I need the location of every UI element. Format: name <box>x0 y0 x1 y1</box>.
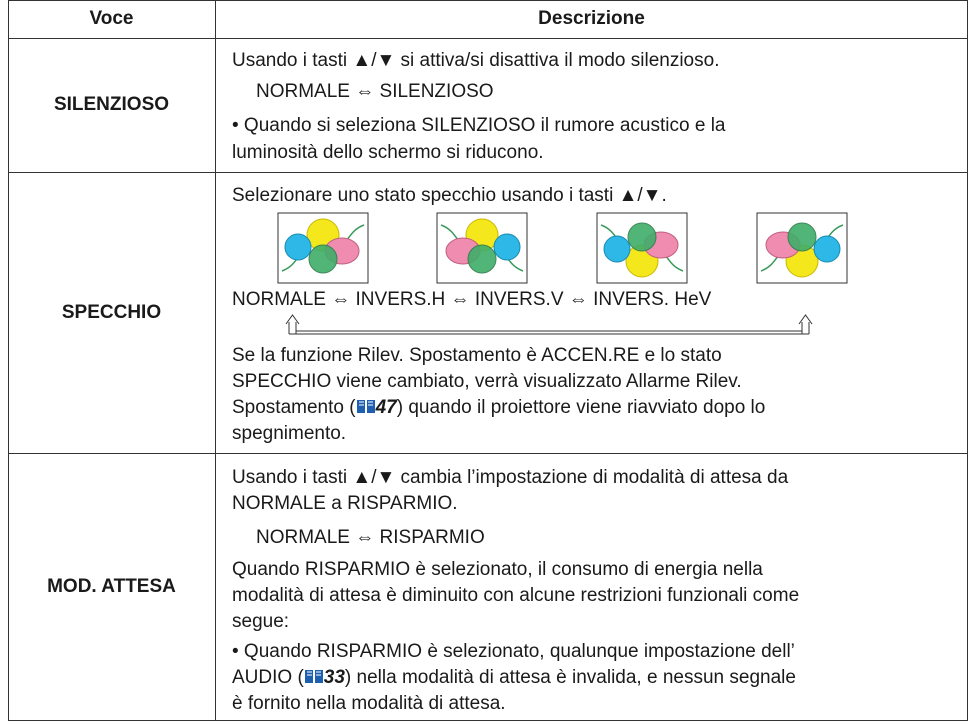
description-line: NORMALE a RISPARMIO. <box>232 493 458 514</box>
description-line: Selezionare uno stato specchio usando i … <box>232 185 667 206</box>
page-ref: 33 <box>323 667 345 688</box>
description-line: Usando i tasti ▲/▼ si attiva/si disattiv… <box>232 50 720 71</box>
description-line: Quando RISPARMIO è selezionato, il consu… <box>232 559 763 580</box>
description-line: NORMALE ⇔ RISPARMIO <box>256 527 485 548</box>
description-line: segue: <box>232 611 290 632</box>
item-label: SILENZIOSO <box>53 94 170 115</box>
book-icon <box>304 670 323 683</box>
mirror-images <box>277 212 848 284</box>
description-line: NORMALE ⇔ INVERS.H ⇔ INVERS.V ⇔ INVERS. … <box>232 289 712 310</box>
description-line: è fornito nella modalità di attesa. <box>232 693 506 714</box>
description-line: luminosità dello schermo si riducono. <box>232 142 544 163</box>
book-icon <box>356 400 375 413</box>
item-label: MOD. ATTESA <box>47 575 176 597</box>
text: AUDIO ( <box>232 667 304 688</box>
return-arrow <box>285 314 813 335</box>
page-ref: 47 <box>375 397 397 418</box>
description-line: Spostamento ( 47) quando il proiettore vi… <box>232 397 765 419</box>
description-line: AUDIO ( 33) nella modalità di attesa è in… <box>232 667 796 689</box>
description-line: SPECCHIO viene cambiato, verrà visualizz… <box>232 371 742 392</box>
text: ) nella modalità di attesa è invalida, e… <box>344 667 796 688</box>
description-line: Usando i tasti ▲/▼ cambia l’impostazione… <box>232 467 789 488</box>
description-line: • Quando RISPARMIO è selezionato, qualun… <box>232 641 795 662</box>
description-line: NORMALE ⇔ SILENZIOSO <box>256 81 494 102</box>
text: ) quando il proiettore viene riavviato d… <box>396 397 766 418</box>
description-line: modalità di attesa è diminuito con alcun… <box>232 585 800 606</box>
description-line: Se la funzione Rilev. Spostamento è ACCE… <box>232 345 722 366</box>
header-cell: Descrizione <box>538 8 645 29</box>
description-line: spegnimento. <box>232 423 347 444</box>
description-line: • Quando si seleziona SILENZIOSO il rumo… <box>232 115 726 136</box>
text: Spostamento ( <box>232 397 356 418</box>
item-label: SPECCHIO <box>61 301 162 323</box>
header-cell: Voce <box>89 8 134 29</box>
